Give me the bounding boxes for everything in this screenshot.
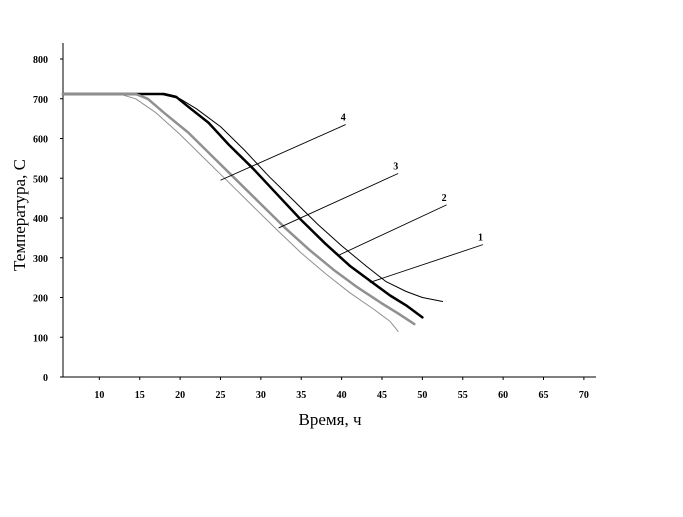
x-tick-label: 55 [458, 390, 468, 401]
x-tick-label: 40 [337, 390, 347, 401]
x-tick-label: 10 [94, 390, 104, 401]
y-tick-label: 500 [33, 174, 48, 185]
y-tick-label: 400 [33, 214, 48, 225]
x-tick-label: 15 [135, 390, 145, 401]
y-tick-label: 700 [33, 95, 48, 106]
callout-label-2: 2 [442, 193, 447, 204]
callout-line-2 [337, 204, 447, 257]
callout-label-1: 1 [478, 233, 483, 244]
y-tick-label: 300 [33, 254, 48, 265]
series-line-3 [61, 92, 416, 326]
callout-line-4 [220, 124, 346, 181]
callout-label-3: 3 [393, 162, 398, 173]
series-line-1 [62, 93, 444, 302]
series-line-4 [62, 93, 399, 332]
x-tick-label: 65 [539, 390, 549, 401]
tick-labels: 0 100 200 300 400 500 600 700 800 10 15 20 25 30 35 40 4… [33, 55, 589, 401]
series-line-2 [61, 92, 424, 319]
y-axis-title: Температура, С [10, 159, 29, 271]
y-tick-label: 200 [33, 294, 48, 305]
y-tick-label: 100 [33, 333, 48, 344]
y-tick-label: 600 [33, 135, 48, 146]
callouts: 1 2 3 4 [220, 113, 484, 283]
callout-line-1 [369, 244, 484, 283]
x-tick-label: 35 [296, 390, 306, 401]
y-tick-label: 800 [33, 55, 48, 66]
x-tick-label: 20 [175, 390, 185, 401]
x-tick-label: 45 [377, 390, 387, 401]
x-axis-title: Время, ч [298, 410, 361, 429]
series-lines [61, 92, 444, 332]
x-tick-label: 50 [417, 390, 427, 401]
callout-label-4: 4 [341, 113, 346, 124]
callout-line-3 [278, 173, 399, 229]
y-tick-label: 0 [43, 373, 48, 384]
x-tick-label: 70 [579, 390, 589, 401]
x-tick-label: 25 [215, 390, 225, 401]
x-tick-label: 30 [256, 390, 266, 401]
x-tick-label: 60 [498, 390, 508, 401]
